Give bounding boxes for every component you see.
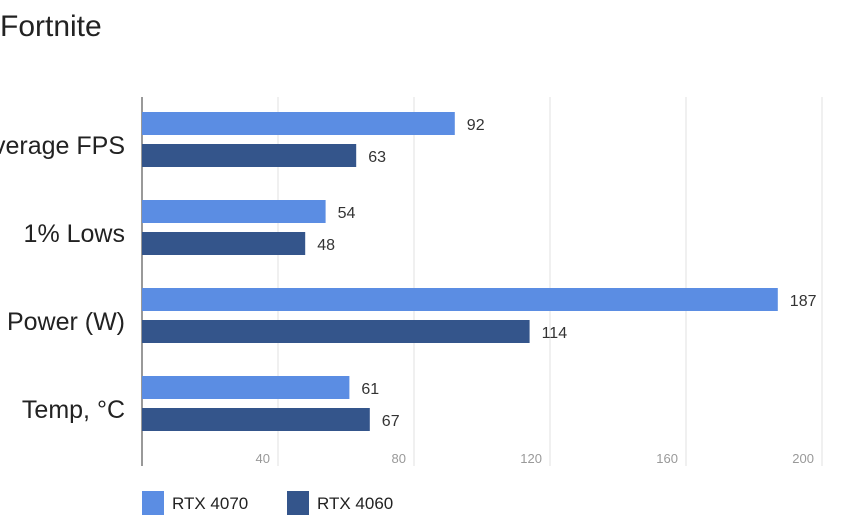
bar-rtx-4060: [142, 320, 530, 343]
category-label: Average FPS: [0, 132, 125, 160]
bar-rtx-4060: [142, 408, 370, 431]
data-label: 48: [317, 237, 335, 254]
chart-title: Fortnite: [0, 10, 102, 43]
data-label: 114: [542, 325, 568, 342]
x-tick-label: 200: [792, 451, 814, 466]
data-label: 187: [790, 293, 817, 310]
bar-rtx-4070: [142, 112, 455, 135]
x-tick-label: 80: [392, 451, 406, 466]
bar-rtx-4070: [142, 200, 326, 223]
data-label: 61: [361, 381, 379, 398]
category-label: Temp, °C: [22, 396, 125, 424]
bar-rtx-4060: [142, 232, 306, 255]
legend-swatch: [142, 491, 164, 515]
x-tick-label: 40: [256, 451, 270, 466]
x-tick-label: 120: [520, 451, 542, 466]
category-label: Power (W): [7, 308, 125, 336]
legend-label: RTX 4060: [317, 494, 393, 513]
bar-rtx-4060: [142, 144, 357, 167]
data-label: 67: [382, 413, 400, 430]
data-label: 63: [368, 149, 386, 166]
data-label: 54: [338, 205, 356, 222]
x-tick-label: 160: [656, 451, 678, 466]
legend-label: RTX 4070: [172, 494, 248, 513]
data-label: 92: [467, 117, 485, 134]
bar-rtx-4070: [142, 376, 350, 399]
legend-swatch: [287, 491, 309, 515]
bar-rtx-4070: [142, 288, 778, 311]
category-label: 1% Lows: [24, 220, 125, 248]
